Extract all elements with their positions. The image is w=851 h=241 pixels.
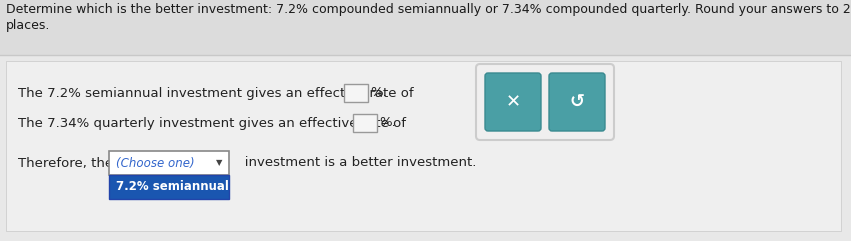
Text: ↺: ↺ xyxy=(569,93,585,111)
FancyBboxPatch shape xyxy=(6,61,841,231)
Text: 7.2% semiannual: 7.2% semiannual xyxy=(116,181,229,194)
Text: The 7.34% quarterly investment gives an effective rate of: The 7.34% quarterly investment gives an … xyxy=(18,116,406,129)
Text: The 7.2% semiannual investment gives an effective rate of: The 7.2% semiannual investment gives an … xyxy=(18,87,414,100)
Bar xyxy=(353,114,377,132)
Text: (Choose one): (Choose one) xyxy=(116,156,195,169)
FancyBboxPatch shape xyxy=(109,175,229,199)
Text: investment is a better investment.: investment is a better investment. xyxy=(232,156,477,169)
Text: %.: %. xyxy=(370,87,386,100)
Bar xyxy=(0,55,851,241)
Text: ✕: ✕ xyxy=(505,93,521,111)
Text: Determine which is the better investment: 7.2% compounded semiannually or 7.34% : Determine which is the better investment… xyxy=(6,2,851,15)
FancyBboxPatch shape xyxy=(109,151,229,175)
Bar xyxy=(344,84,368,102)
Text: ▼: ▼ xyxy=(216,159,222,167)
FancyBboxPatch shape xyxy=(476,64,614,140)
FancyBboxPatch shape xyxy=(485,73,541,131)
Text: %.: %. xyxy=(379,116,396,129)
Text: places.: places. xyxy=(6,19,50,32)
FancyBboxPatch shape xyxy=(549,73,605,131)
Bar xyxy=(0,0,851,55)
Text: Therefore, the: Therefore, the xyxy=(18,156,113,169)
